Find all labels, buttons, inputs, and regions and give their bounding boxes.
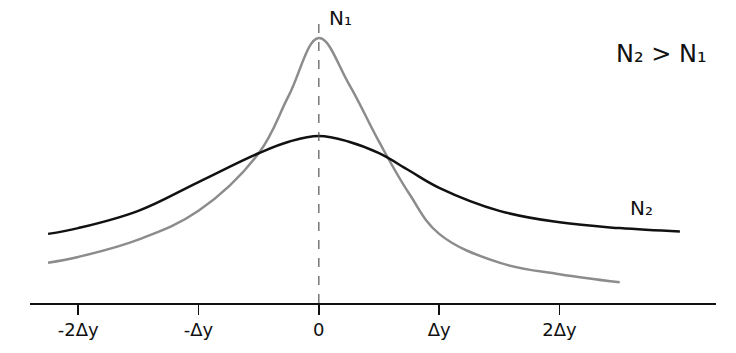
svg-text:N₁: N₁: [329, 6, 352, 30]
svg-text:-2Δy: -2Δy: [58, 319, 99, 340]
svg-text:N₂ > N₁: N₂ > N₁: [616, 40, 707, 68]
svg-text:-Δy: -Δy: [184, 319, 214, 340]
svg-text:Δy: Δy: [428, 319, 451, 340]
svg-text:0: 0: [313, 319, 324, 340]
svg-text:2Δy: 2Δy: [542, 319, 577, 340]
svg-text:N₂: N₂: [630, 196, 653, 220]
